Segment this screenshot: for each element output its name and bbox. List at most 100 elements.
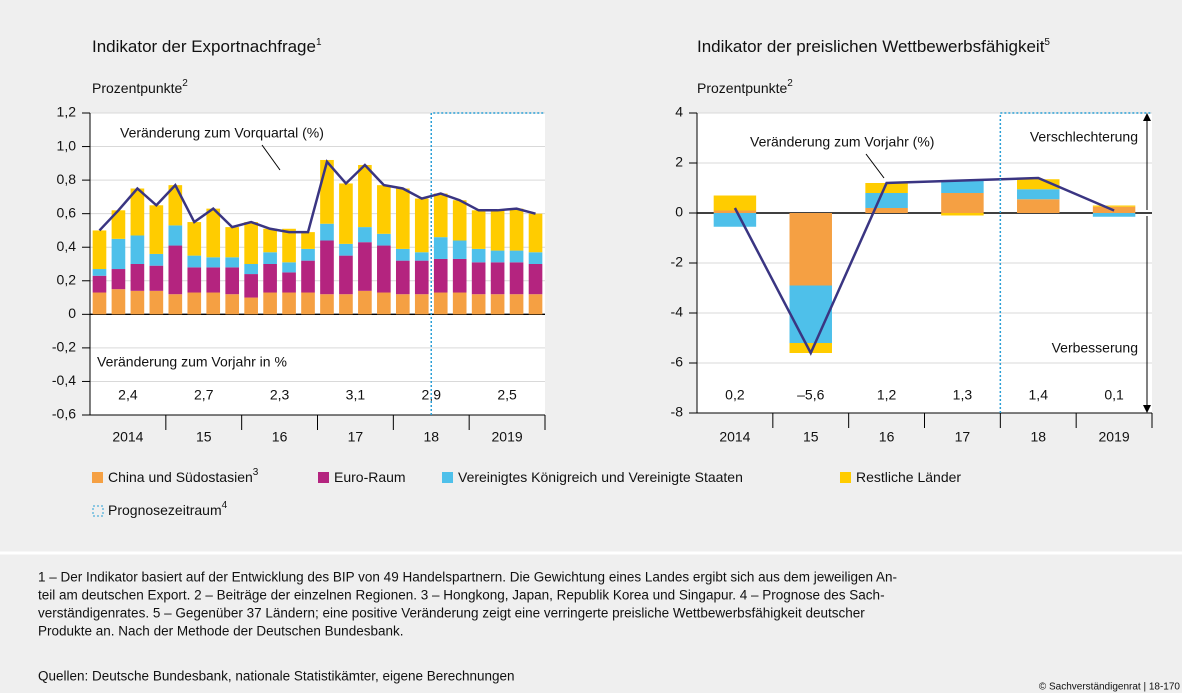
plot-area — [90, 113, 545, 415]
bar-segment — [130, 264, 145, 291]
forecast-region — [430, 112, 545, 415]
bar-segment — [320, 294, 334, 315]
legend-label: Restliche Länder — [856, 469, 961, 485]
bar-segment — [339, 294, 353, 315]
legend-label-note: 4 — [222, 500, 228, 511]
bar-segment — [225, 257, 240, 268]
bar-segment — [130, 290, 145, 315]
y-tick-label: -0,4 — [52, 372, 76, 388]
x-tick-label: 15 — [196, 429, 212, 445]
x-tick-label: 2019 — [492, 429, 523, 445]
legend-swatch — [92, 505, 104, 517]
legend-label-text: Prognosezeitraum — [108, 502, 222, 518]
bar-segment — [1017, 189, 1060, 200]
bar-segment — [713, 213, 757, 227]
bar-segment — [509, 208, 524, 251]
bar-segment — [414, 252, 429, 261]
bar-segment — [1017, 179, 1060, 190]
value-label: 1,2 — [877, 387, 897, 403]
bar-segment — [339, 183, 353, 244]
x-tick-label: 2014 — [112, 429, 143, 445]
value-label: 1,3 — [953, 387, 973, 403]
bar-segment — [941, 193, 984, 213]
bar-segment — [301, 248, 315, 261]
y-tick-label: 1,2 — [57, 104, 77, 120]
legend-label-text: Restliche Länder — [856, 469, 961, 485]
copyright: © Sachverständigenrat | 18-170 — [1039, 682, 1181, 693]
bar-segment — [225, 294, 240, 315]
bar-segment — [865, 183, 908, 193]
bar-segment — [789, 213, 832, 286]
bar-segment — [414, 260, 429, 295]
bar-segment — [244, 264, 258, 275]
chart-title-note: 1 — [316, 37, 322, 48]
leader — [261, 144, 281, 171]
y-tick-label: 0,2 — [57, 271, 77, 287]
y-tick-label: 0 — [675, 204, 683, 220]
bar-segment — [263, 228, 277, 253]
bar-segment — [377, 292, 391, 315]
y-tick-label: -0,6 — [52, 406, 76, 422]
bar-segment — [282, 228, 296, 263]
line-series — [98, 159, 536, 234]
x-tick-label: 15 — [803, 429, 819, 445]
value-label: 1,4 — [1029, 387, 1049, 403]
leader — [865, 153, 885, 179]
bar-segment — [130, 235, 145, 264]
bar-segment — [320, 159, 334, 224]
bar-segment — [168, 245, 183, 295]
legend-label-text: China und Südostasien — [108, 469, 253, 485]
bar-segment — [320, 240, 334, 295]
bar-segment — [395, 294, 410, 315]
bar-segment — [263, 264, 277, 293]
annotation: Verschlechterung — [1030, 129, 1138, 145]
bar-segment — [1092, 213, 1136, 217]
bar-segment — [111, 289, 126, 315]
chart-title: Indikator der Exportnachfrage1 — [92, 37, 322, 57]
bar-segment — [471, 294, 486, 315]
bar-segment — [168, 185, 183, 226]
arrowhead — [1143, 113, 1151, 121]
arrowhead — [1143, 405, 1151, 413]
bar-segment — [528, 264, 543, 295]
y-axis-label-note: 2 — [182, 78, 188, 89]
bar-segment — [452, 292, 467, 315]
bar-segment — [433, 237, 448, 259]
y-axis-label-note: 2 — [787, 78, 793, 89]
y-axis-label-text: Prozentpunkte — [697, 80, 787, 96]
chart-title-text: Indikator der Exportnachfrage — [92, 37, 316, 56]
bar-segment — [490, 294, 505, 315]
bar-segment — [509, 262, 524, 295]
bar-segment — [282, 272, 296, 293]
bar-segment — [187, 292, 202, 315]
bar-segment — [130, 188, 145, 236]
footnote: verständigenrates. 5 – Gegenüber 37 Länd… — [38, 606, 865, 621]
bar-segment — [263, 252, 277, 264]
bar-segment — [395, 188, 410, 249]
bar-segment — [1092, 205, 1136, 207]
y-tick-label: 0,4 — [57, 238, 77, 254]
bar-segment — [301, 232, 315, 249]
y-tick-label: 1,0 — [57, 137, 77, 153]
bar-segment — [433, 292, 448, 315]
footnote: teil am deutschen Export. 2 – Beiträge d… — [38, 588, 885, 603]
annual-change: 2,5 — [497, 387, 517, 403]
bar-segment — [395, 248, 410, 261]
bar-segment — [358, 290, 372, 315]
x-tick-label: 17 — [955, 429, 971, 445]
bar-segment — [509, 294, 524, 315]
y-axis-label-text: Prozentpunkte — [92, 80, 182, 96]
bar-segment — [414, 294, 429, 315]
legend-label: Vereinigtes Königreich und Vereinigte St… — [458, 469, 743, 485]
bar-segment — [339, 255, 353, 295]
y-tick-label: 0,8 — [57, 171, 77, 187]
bar-segment — [490, 210, 505, 251]
bar-segment — [433, 258, 448, 293]
bar-segment — [168, 225, 183, 246]
y-tick-label: 0,6 — [57, 204, 77, 220]
chart-title: Indikator der preislichen Wettbewerbsfäh… — [697, 37, 1050, 57]
bar-segment — [377, 185, 391, 234]
y-tick-label: -6 — [671, 354, 684, 370]
annotation: Verbesserung — [1052, 340, 1138, 356]
